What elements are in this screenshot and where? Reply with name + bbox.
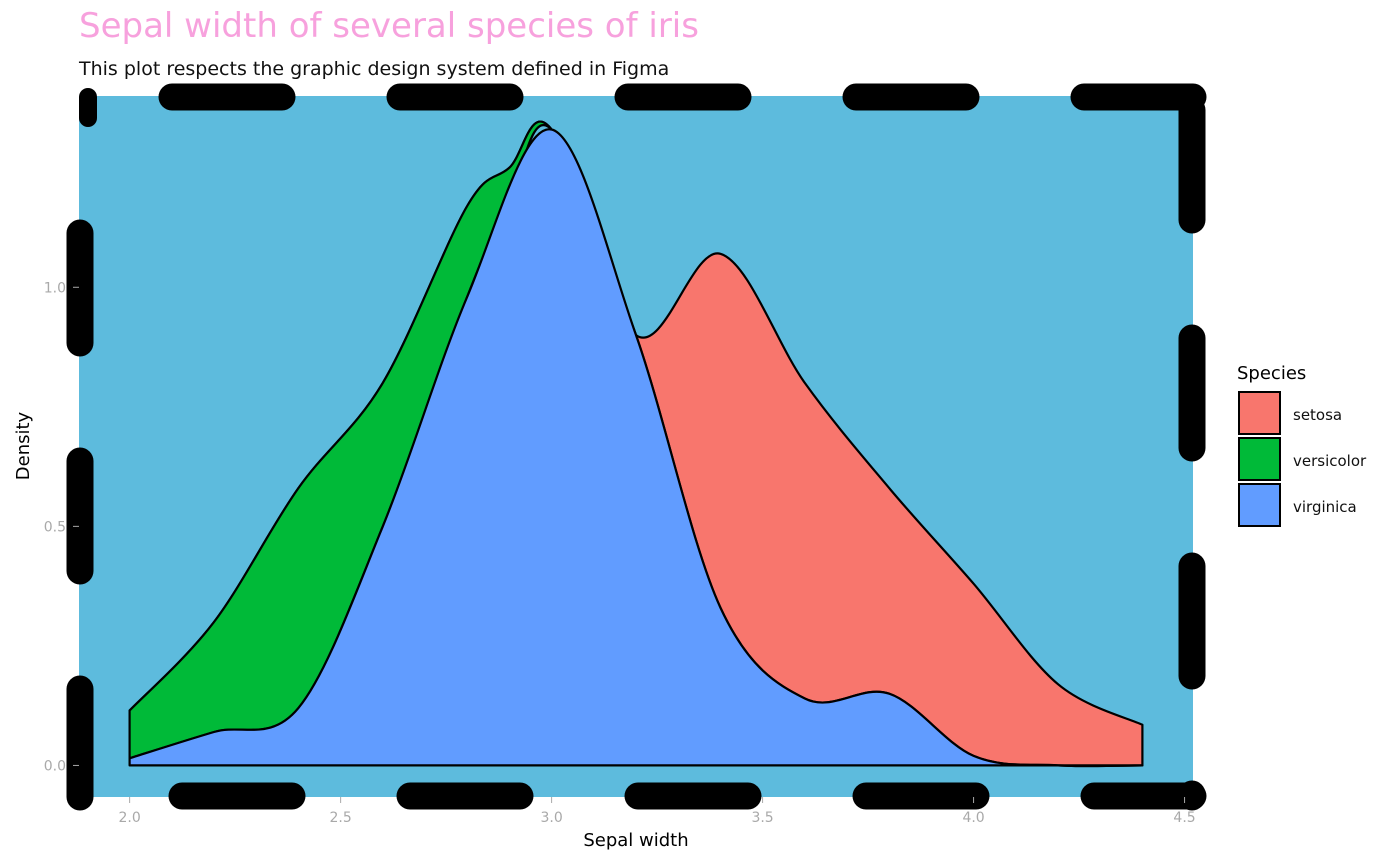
legend-swatch-setosa — [1238, 391, 1281, 435]
x-tick-label: 3.5 — [751, 810, 773, 826]
x-tick-label: 2.0 — [119, 810, 141, 826]
x-tick-label: 4.0 — [962, 810, 984, 826]
x-tick-label: 4.5 — [1173, 810, 1195, 826]
legend-title: Species — [1237, 363, 1306, 384]
legend-swatch-virginica — [1238, 483, 1281, 527]
x-tick-label: 3.0 — [540, 810, 562, 826]
x-tick-label: 2.5 — [329, 810, 351, 826]
y-tick-label: 1.0 — [44, 280, 66, 296]
y-axis-label: Density — [13, 411, 34, 480]
x-axis-label: Sepal width — [583, 830, 688, 851]
chart-title: Sepal width of several species of iris — [79, 6, 699, 46]
panel-border — [66, 83, 1207, 811]
legend-label-setosa: setosa — [1293, 406, 1342, 424]
legend-label-versicolor: versicolor — [1293, 452, 1367, 470]
chart-subtitle: This plot respects the graphic design sy… — [79, 58, 670, 80]
y-axis: 0.0 0.5 1.0 — [44, 280, 79, 774]
y-tick-label: 0.0 — [44, 758, 66, 774]
legend: Species setosa versicolor virginica — [1237, 363, 1367, 527]
y-tick-label: 0.5 — [44, 519, 66, 535]
x-axis: 2.0 2.5 3.0 3.5 4.0 4.5 — [119, 797, 1196, 826]
legend-swatch-versicolor — [1238, 437, 1281, 481]
area-virginica — [128, 128, 1144, 768]
area-layer — [128, 120, 1144, 768]
legend-label-virginica: virginica — [1293, 498, 1357, 516]
